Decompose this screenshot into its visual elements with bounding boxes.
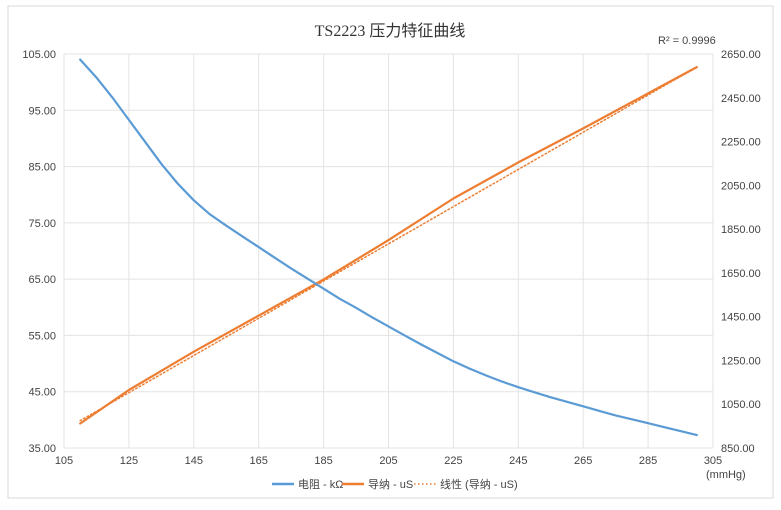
left-y-tick-label: 95.00 (28, 105, 56, 117)
x-tick-label: 285 (639, 455, 657, 467)
left-y-tick-label: 35.00 (28, 443, 56, 455)
legend: 电阻 - kΩ 导纳 - uS 线性 (导纳 - uS) (272, 477, 518, 491)
legend-label-1: 导纳 - uS (368, 478, 413, 491)
right-y-tick-label: 2250.00 (721, 137, 761, 149)
legend-label-0: 电阻 - kΩ (298, 478, 344, 491)
grid (63, 53, 714, 449)
x-tick-label: 105 (55, 455, 73, 467)
x-axis-ticks: 105 125 145 165 185 205 225 245 265 285 305 (55, 455, 722, 467)
right-y-tick-label: 2650.00 (721, 49, 761, 61)
r-squared-label: R² = 0.9996 (658, 35, 716, 47)
left-y-tick-label: 45.00 (28, 387, 56, 399)
right-y-tick-label: 1650.00 (721, 268, 761, 280)
right-y-tick-label: 1450.00 (721, 312, 761, 324)
right-y-tick-label: 1850.00 (721, 224, 761, 236)
left-y-tick-label: 65.00 (28, 274, 56, 286)
x-tick-label: 125 (120, 455, 138, 467)
right-y-tick-label: 1250.00 (721, 355, 761, 367)
series-line-2 (79, 66, 698, 422)
series-line-1 (79, 65, 698, 425)
right-y-tick-label: 2450.00 (721, 93, 761, 105)
series-layer (79, 58, 698, 437)
right-y-tick-label: 1050.00 (721, 399, 761, 411)
right-y-tick-label: 2050.00 (721, 180, 761, 192)
left-y-axis-ticks: 35.00 45.00 55.00 65.00 75.00 85.00 95.00 105.0… (22, 49, 56, 455)
x-tick-label: 245 (509, 455, 527, 467)
left-y-tick-label: 75.00 (28, 218, 56, 230)
x-tick-label: 205 (379, 455, 397, 467)
legend-label-2: 线性 (导纳 - uS) (440, 477, 518, 491)
left-y-tick-label: 85.00 (28, 162, 56, 174)
right-y-tick-label: 850.00 (721, 443, 755, 455)
chart-title: TS2223 压力特征曲线 (315, 22, 466, 40)
x-tick-label: 305 (704, 455, 722, 467)
x-axis-unit: (mmHg) (706, 469, 746, 481)
x-tick-label: 265 (574, 455, 592, 467)
series-line-0 (79, 58, 698, 437)
chart-frame (7, 5, 774, 499)
x-tick-label: 165 (250, 455, 268, 467)
x-tick-label: 185 (314, 455, 332, 467)
x-tick-label: 225 (444, 455, 462, 467)
left-y-tick-label: 55.00 (28, 330, 56, 342)
right-y-axis-ticks: 850.00 1050.00 1250.00 1450.00 1650.00 1850.0… (721, 49, 761, 455)
x-tick-label: 145 (185, 455, 203, 467)
left-y-tick-label: 105.00 (22, 49, 56, 61)
